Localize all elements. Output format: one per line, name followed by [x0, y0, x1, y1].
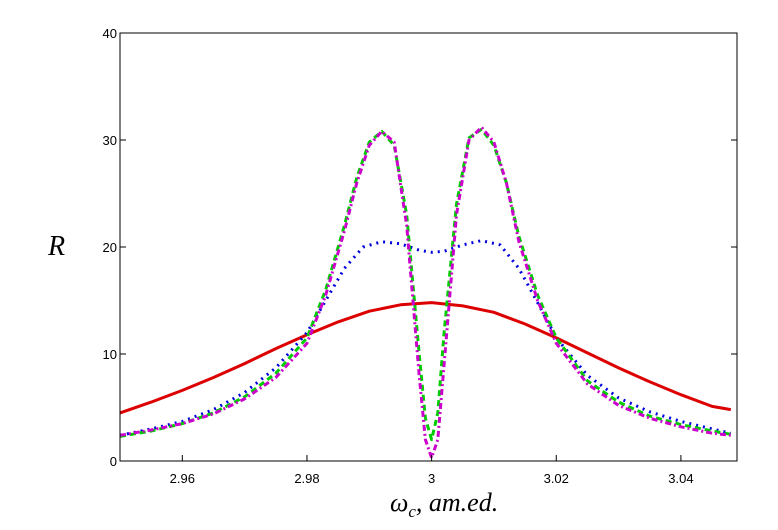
x-axis-label-subscript: c	[408, 502, 416, 521]
x-tick-label: 3	[428, 471, 435, 486]
y-tick-label: 0	[110, 454, 117, 469]
series-line-4	[119, 125, 731, 460]
x-tick-label: 3.02	[544, 471, 569, 486]
axis-ticks: 2.96 2.98 3 3.02 3.04 0 10 20 30 40	[103, 26, 737, 486]
series-line-1	[119, 301, 732, 415]
x-axis-label-suffix: , am.ed.	[416, 488, 498, 517]
series-line-2	[119, 239, 732, 437]
series-line-3	[119, 127, 732, 442]
x-axis-label-main: ω	[390, 488, 408, 517]
y-axis-label: R	[47, 231, 65, 262]
x-tick-label: 3.04	[668, 471, 693, 486]
y-tick-label: 20	[103, 240, 117, 255]
x-axis-label: ωc, am.ed.	[390, 488, 498, 521]
y-tick-label: 10	[103, 347, 117, 362]
y-tick-label: 40	[103, 26, 117, 41]
x-tick-label: 2.96	[170, 471, 195, 486]
y-tick-label: 30	[103, 133, 117, 148]
plot-series	[119, 125, 732, 460]
x-tick-label: 2.98	[294, 471, 319, 486]
plot-frame	[119, 32, 738, 462]
